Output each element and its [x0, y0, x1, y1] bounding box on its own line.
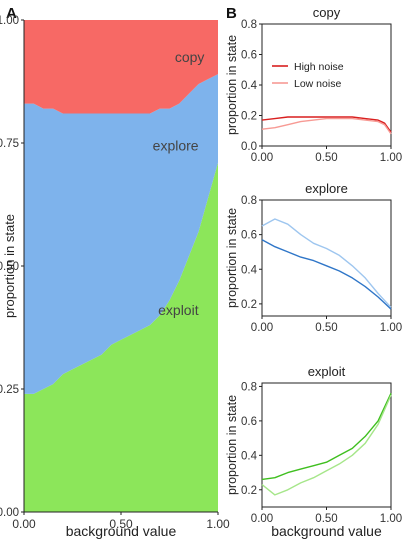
y-tick-label: 0.4 [241, 450, 258, 462]
y-tick-label: 0.8 [241, 381, 257, 393]
x-tick-label: 0.50 [315, 152, 337, 164]
y-tick-label: 0.50 [0, 261, 19, 273]
y-tick-label: 0.25 [0, 384, 19, 396]
y-tick-label: 0.2 [241, 299, 257, 311]
x-tick-label: 0.00 [251, 513, 273, 525]
x-axis-label: background value [271, 523, 382, 539]
panel-title: explore [305, 181, 348, 196]
chart-b-exploit: exploit 0.2 0.4 0.6 0.8 0.00 0.50 1.00 proportio… [225, 364, 402, 539]
panel-label-b: B [226, 5, 237, 22]
line-low-noise [261, 218, 392, 308]
y-axis-label: proportion in state [225, 208, 239, 308]
area-label-copy: copy [175, 49, 205, 65]
x-tick-label: 0.50 [315, 513, 337, 525]
legend-label: High noise [294, 61, 344, 73]
y-tick-label: 0.8 [241, 19, 257, 31]
area-copy [24, 20, 218, 114]
plot-frame [261, 199, 392, 317]
line-high-noise [261, 239, 392, 310]
line-low-noise [261, 394, 392, 496]
y-axis-label: proportion in state [225, 395, 239, 495]
line-high-noise [261, 393, 392, 481]
line-low-noise [261, 117, 392, 135]
x-tick-label: 1.00 [380, 513, 402, 525]
plot-frame [261, 382, 392, 508]
x-tick-label: 0.50 [315, 322, 337, 334]
y-tick-label: 1.00 [0, 15, 19, 27]
y-tick-label: 0.8 [241, 195, 257, 207]
y-axis-label: proportion in state [225, 35, 239, 135]
x-tick-label: 0.00 [251, 322, 273, 334]
x-tick-label: 1.00 [380, 152, 402, 164]
y-tick-label: 0.2 [241, 111, 257, 123]
x-tick-label: 0.00 [251, 152, 273, 164]
area-label-explore: explore [153, 137, 199, 153]
panel-title: exploit [308, 364, 346, 379]
chart-a: exploit explore copy 0.00 0.25 0.50 0.75 1.00 0.… [0, 15, 230, 539]
x-tick-label: 0.00 [12, 517, 36, 531]
y-tick-label: 0.6 [241, 230, 257, 242]
x-axis-label: background value [66, 523, 177, 539]
y-tick-label: 0.4 [241, 80, 258, 92]
y-tick-label: 0.6 [241, 50, 257, 62]
legend-label: Low noise [294, 78, 341, 90]
area-label-exploit: exploit [158, 302, 199, 318]
y-tick-label: 0.0 [241, 141, 257, 153]
y-tick-label: 0.6 [241, 416, 257, 428]
y-tick-label: 0.00 [0, 507, 19, 519]
y-tick-label: 0.75 [0, 138, 19, 150]
line-high-noise [261, 116, 392, 133]
panel-label-a: A [6, 5, 17, 22]
x-tick-label: 0.50 [109, 517, 133, 531]
x-tick-label: 1.00 [206, 517, 230, 531]
x-tick-label: 1.00 [380, 322, 402, 334]
y-tick-label: 0.2 [241, 485, 257, 497]
area-exploit [24, 162, 218, 512]
y-axis-label: proportion in state [2, 214, 17, 318]
chart-b-copy: copy 0.0 0.2 0.4 0.6 0.8 0.00 0.50 1.00 proportio… [225, 5, 402, 164]
chart-b-explore: explore 0.2 0.4 0.6 0.8 0.00 0.50 1.00 proportio… [225, 181, 402, 334]
area-explore [24, 74, 218, 394]
panel-title: copy [313, 5, 341, 20]
y-tick-label: 0.4 [241, 264, 258, 276]
